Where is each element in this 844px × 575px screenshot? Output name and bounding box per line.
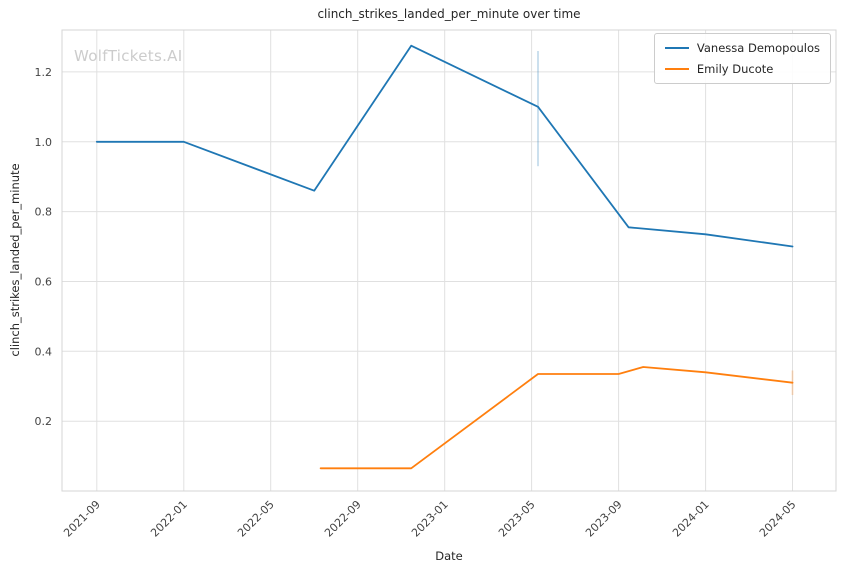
x-tick-label: 2022-01 <box>148 498 190 540</box>
legend-entry: Vanessa Demopoulos <box>664 41 820 55</box>
y-axis-label: clinch_strikes_landed_per_minute <box>8 163 22 357</box>
legend-entry: Emily Ducote <box>664 61 820 76</box>
x-tick-label: 2023-01 <box>409 498 451 540</box>
x-tick-label: 2022-09 <box>322 498 364 540</box>
x-tick-label: 2024-05 <box>757 498 799 540</box>
x-tick-label: 2023-05 <box>496 498 538 540</box>
x-axis-label: Date <box>435 549 463 563</box>
legend-line-swatch <box>664 67 689 70</box>
y-tick-label: 0.6 <box>35 276 53 289</box>
plot-border <box>61 29 837 492</box>
series-line-vanessa-demopoulos <box>95 44 794 248</box>
watermark: WolfTickets.AI <box>74 47 183 65</box>
series-line-emily-ducote <box>319 366 794 470</box>
chart-title: clinch_strikes_landed_per_minute over ti… <box>317 7 581 21</box>
y-tick-label: 0.2 <box>35 415 53 428</box>
y-tick-label: 1.0 <box>35 136 53 149</box>
y-tick-label: 1.2 <box>35 66 53 79</box>
legend: Vanessa Demopoulos Emily Ducote <box>653 33 831 85</box>
x-tick-label: 2024-01 <box>670 498 712 540</box>
legend-line-swatch <box>664 47 689 50</box>
x-tick-label: 2023-09 <box>583 498 625 540</box>
x-tick-label: 2021-09 <box>61 498 103 540</box>
y-tick-label: 0.8 <box>35 206 53 219</box>
y-tick-label: 0.4 <box>35 345 53 358</box>
legend-label: Emily Ducote <box>696 61 774 76</box>
x-tick-label: 2022-05 <box>235 498 277 540</box>
legend-label: Vanessa Demopoulos <box>696 41 820 55</box>
